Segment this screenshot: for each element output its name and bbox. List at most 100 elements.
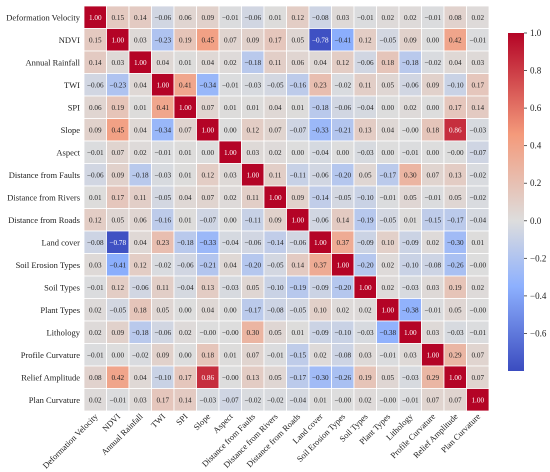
cell-value-label: −0.14	[312, 194, 329, 202]
cell-value-label: 0.03	[246, 149, 259, 157]
cell-value-label: 0.13	[246, 374, 259, 382]
cell-value-label: −0.03	[199, 396, 216, 404]
cell-value-label: −0.00	[222, 374, 239, 382]
cell-value-label: 0.02	[426, 239, 439, 247]
cell-value-label: −0.00	[447, 149, 464, 157]
cell-value-label: 1.00	[89, 14, 102, 22]
cell-value-label: 0.18	[201, 351, 214, 359]
cell-value-label: 0.01	[179, 171, 192, 179]
cell-value-label: 0.42	[111, 374, 124, 382]
cell-value-label: 0.05	[246, 284, 259, 292]
cell-value-label: 0.09	[201, 14, 214, 22]
cell-value-label: −0.06	[177, 261, 194, 269]
cell-value-label: −0.01	[87, 284, 104, 292]
cell-value-label: −0.16	[154, 216, 171, 224]
cell-value-label: 0.01	[179, 59, 192, 67]
cell-value-label: 0.02	[381, 261, 394, 269]
cell-value-label: 0.09	[156, 351, 169, 359]
cell-value-label: −0.01	[357, 14, 374, 22]
cell-value-label: −0.15	[424, 216, 441, 224]
heatmap-grid: 1.00 0.15 0.14 −0.06 0.06 0.09 −0.01 −0.06 0.01 0…	[83, 5, 490, 412]
cell-value-label: 0.02	[471, 14, 484, 22]
cell-value-label: 0.15	[111, 14, 124, 22]
cell-value-label: 0.07	[269, 126, 282, 134]
cell-value-label: −0.01	[379, 194, 396, 202]
cell-value-label: 0.00	[336, 149, 349, 157]
cell-value-label: 1.00	[246, 171, 259, 179]
cell-value-label: −0.02	[154, 261, 171, 269]
cell-value-label: −0.06	[312, 171, 329, 179]
cell-value-label: −0.05	[267, 81, 284, 89]
row-label: Soil Types	[44, 282, 80, 292]
cell-value-label: 0.01	[134, 104, 147, 112]
cell-value-label: −0.06	[244, 14, 261, 22]
cell-value-label: 0.05	[449, 194, 462, 202]
cell-value-label: −0.10	[402, 261, 419, 269]
cell-value-label: 0.07	[201, 194, 214, 202]
cell-value-label: 0.37	[336, 239, 349, 247]
cell-value-label: 0.19	[359, 374, 372, 382]
cell-value-label: 1.00	[381, 306, 394, 314]
row-label: Distance from Faults	[9, 170, 80, 180]
cell-value-label: 0.11	[247, 194, 260, 202]
row-label: TWI	[64, 80, 80, 90]
cell-value-label: 0.05	[404, 194, 417, 202]
cell-value-label: −0.01	[87, 351, 104, 359]
cell-value-label: 1.00	[201, 126, 214, 134]
cell-value-label: −0.03	[447, 329, 464, 337]
cell-value-label: −0.41	[109, 261, 126, 269]
cell-value-label: 0.00	[426, 36, 439, 44]
cell-value-label: −0.00	[469, 306, 486, 314]
cell-value-label: −0.08	[424, 261, 441, 269]
cell-value-label: −0.38	[379, 329, 396, 337]
cell-value-label: 0.03	[336, 14, 349, 22]
cell-value-label: −0.06	[154, 329, 171, 337]
cell-value-label: −0.01	[424, 194, 441, 202]
cell-value-label: −0.18	[402, 59, 419, 67]
cell-value-label: 1.00	[359, 284, 372, 292]
column-label: SPI	[174, 411, 190, 427]
cell-value-label: −0.03	[244, 81, 261, 89]
cell-value-label: −0.23	[154, 36, 171, 44]
cell-value-label: −0.30	[447, 239, 464, 247]
colorbar: 1.0 0.8 0.6 0.4 0.2 0.0 −0.2 −0.4 −0.6	[508, 28, 547, 371]
cell-value-label: −0.02	[469, 194, 486, 202]
cell-value-label: 0.17	[471, 81, 484, 89]
cell-value-label: 0.05	[291, 36, 304, 44]
colorbar-tick-label: 1.0	[530, 28, 542, 38]
cell-value-label: 0.01	[291, 104, 304, 112]
cell-value-label: 0.06	[291, 59, 304, 67]
cell-value-label: −0.11	[290, 171, 307, 179]
cell-value-label: 0.17	[179, 374, 192, 382]
cell-value-label: 1.00	[404, 329, 417, 337]
cell-value-label: 0.04	[381, 126, 394, 134]
cell-value-label: 0.04	[314, 59, 327, 67]
cell-value-label: −0.03	[402, 284, 419, 292]
cell-value-label: 0.10	[381, 239, 394, 247]
cell-value-label: 0.07	[426, 171, 439, 179]
cell-value-label: −0.08	[334, 351, 351, 359]
cell-value-label: 0.05	[269, 329, 282, 337]
cell-value-label: −0.02	[469, 171, 486, 179]
cell-value-label: 0.17	[156, 396, 169, 404]
cell-value-label: 0.41	[156, 104, 169, 112]
cell-value-label: 0.14	[89, 59, 102, 67]
cell-value-label: 0.09	[269, 216, 282, 224]
cell-value-label: 0.01	[89, 194, 102, 202]
cell-value-label: 0.86	[201, 374, 214, 382]
cell-value-label: 0.12	[134, 261, 147, 269]
cell-value-label: −0.04	[357, 104, 374, 112]
cell-value-label: −0.05	[289, 306, 306, 314]
cell-value-label: −0.02	[267, 396, 284, 404]
cell-value-label: 0.07	[224, 36, 237, 44]
row-label: Deformation Velocity	[6, 12, 80, 22]
colorbar-tick-label: 0.8	[530, 66, 542, 76]
cell-value-label: −0.01	[469, 329, 486, 337]
column-label: Deformation Velocity	[40, 411, 100, 471]
cell-value-label: −0.01	[222, 81, 239, 89]
cell-value-label: −0.33	[312, 126, 329, 134]
cell-value-label: −0.20	[357, 261, 374, 269]
column-label: Annual Rainfall	[99, 411, 145, 457]
cell-value-label: −0.18	[132, 329, 149, 337]
cell-value-label: 0.10	[314, 306, 327, 314]
